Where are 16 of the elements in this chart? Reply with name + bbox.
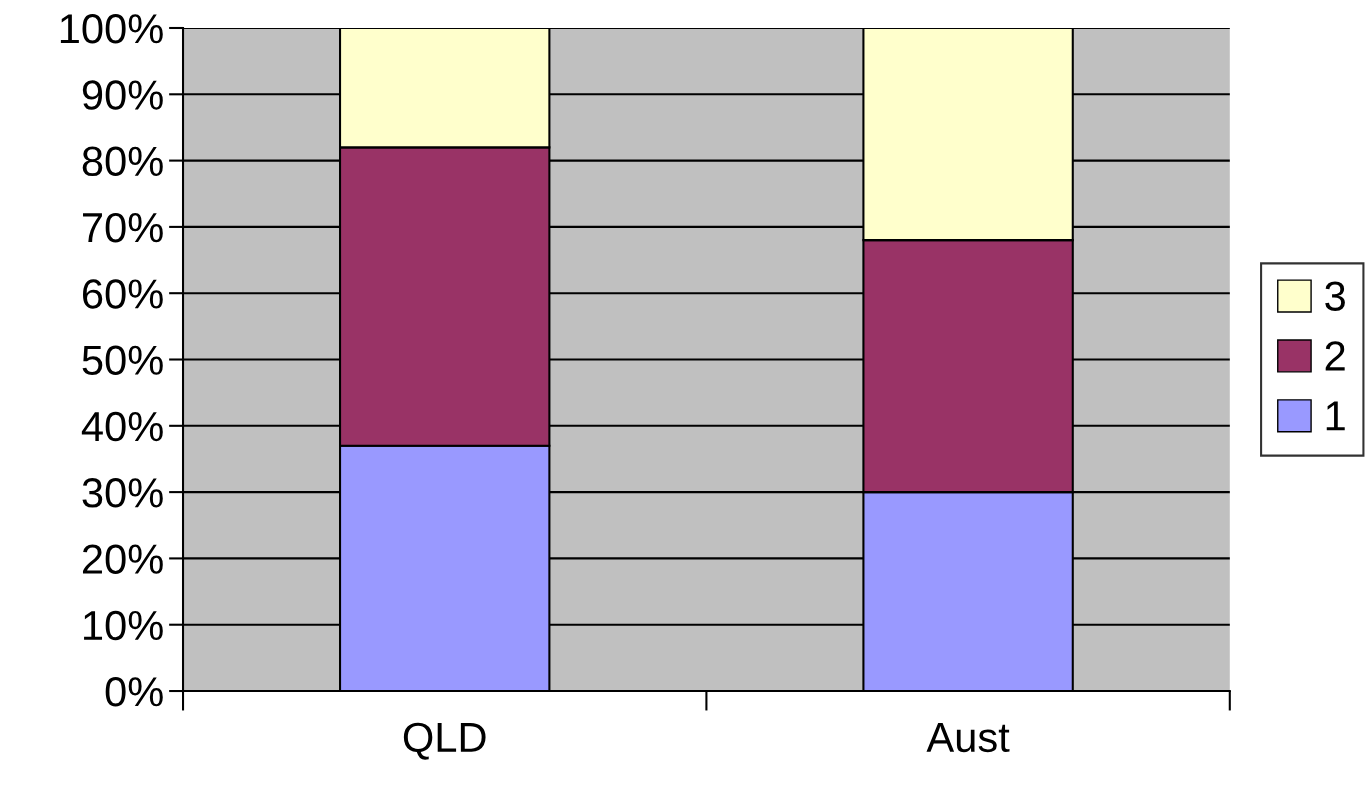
y-tick-label: 90% bbox=[82, 80, 163, 110]
y-tick-label: 0% bbox=[105, 677, 163, 707]
y-tick-label: 70% bbox=[83, 212, 163, 243]
x-tick-label: QLD bbox=[403, 722, 486, 760]
legend-label: 1 bbox=[1326, 401, 1345, 431]
legend-label: 2 bbox=[1325, 341, 1345, 371]
y-tick-label: 50% bbox=[82, 345, 163, 376]
y-tick-label: 80% bbox=[82, 146, 163, 177]
y-tick-label: 10% bbox=[84, 610, 163, 641]
legend-label: 3 bbox=[1325, 281, 1345, 311]
y-tick-label: 100% bbox=[60, 14, 163, 44]
y-tick-label: 20% bbox=[82, 544, 163, 574]
y-tick-label: 40% bbox=[81, 411, 163, 442]
y-tick-label: 30% bbox=[82, 478, 163, 508]
x-tick-label: Aust bbox=[926, 723, 1010, 753]
y-tick-label: 60% bbox=[83, 279, 163, 309]
